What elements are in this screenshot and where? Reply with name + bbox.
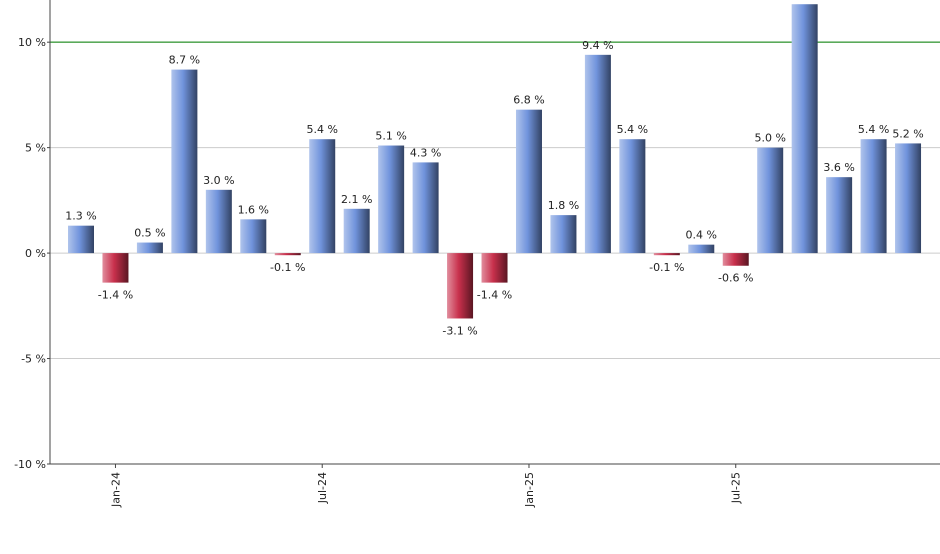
- bar: [274, 253, 301, 256]
- bar: [481, 253, 508, 283]
- bar: [309, 139, 336, 254]
- bar: [688, 244, 715, 254]
- value-label: -0.1 %: [649, 261, 684, 274]
- bar: [619, 139, 646, 254]
- value-label: 5.2 %: [892, 127, 923, 140]
- value-label: 0.4 %: [686, 229, 717, 242]
- value-label: 3.6 %: [823, 161, 854, 174]
- bar: [412, 162, 439, 254]
- value-label: 1.6 %: [238, 203, 269, 216]
- bar: [653, 253, 680, 256]
- bar: [584, 54, 611, 254]
- bar: [722, 253, 749, 266]
- bar: [205, 189, 232, 254]
- value-label: 5.4 %: [306, 123, 337, 136]
- value-label: -1.4 %: [477, 289, 512, 302]
- bar: [68, 225, 94, 254]
- value-label: -0.6 %: [718, 272, 753, 285]
- y-tick-label: -5 %: [21, 353, 46, 366]
- y-tick-label: -10 %: [14, 458, 46, 471]
- value-label: 0.5 %: [134, 227, 165, 240]
- bar: [860, 139, 887, 254]
- x-tick-label: Jul-25: [730, 472, 743, 504]
- bar: [171, 69, 198, 254]
- bar: [447, 253, 474, 319]
- value-label: 3.0 %: [203, 174, 234, 187]
- value-label: -0.1 %: [270, 261, 305, 274]
- x-tick-label: Jan-25: [523, 472, 536, 508]
- bar: [757, 147, 784, 254]
- bar: [240, 219, 267, 254]
- bar: [550, 215, 577, 254]
- value-label: 5.1 %: [375, 130, 406, 143]
- value-label: 5.4 %: [617, 123, 648, 136]
- bar: [136, 242, 163, 254]
- value-label: 2.1 %: [341, 193, 372, 206]
- value-label: 8.7 %: [169, 54, 200, 67]
- bar: [791, 4, 818, 254]
- value-label: 9.4 %: [582, 39, 613, 52]
- value-label: 1.8 %: [548, 199, 579, 212]
- bar: [343, 208, 370, 254]
- value-label: 4.3 %: [410, 146, 441, 159]
- bar: [826, 177, 853, 254]
- value-label: 5.4 %: [858, 123, 889, 136]
- value-label: 1.3 %: [65, 210, 96, 223]
- y-tick-label: 10 %: [18, 36, 46, 49]
- y-tick-label: 5 %: [25, 142, 46, 155]
- value-label: 6.8 %: [513, 94, 544, 107]
- bar: [515, 109, 542, 254]
- y-tick-label: 0 %: [25, 247, 46, 260]
- bar: [895, 143, 922, 254]
- value-label: -3.1 %: [442, 324, 477, 337]
- x-tick-label: Jul-24: [316, 472, 329, 504]
- bar: [378, 145, 405, 254]
- value-label: 11.8 %: [785, 0, 823, 1]
- value-label: -1.4 %: [98, 289, 133, 302]
- x-tick-label: Jan-24: [109, 472, 122, 508]
- bar: [102, 253, 129, 283]
- value-label: 5.0 %: [754, 132, 785, 145]
